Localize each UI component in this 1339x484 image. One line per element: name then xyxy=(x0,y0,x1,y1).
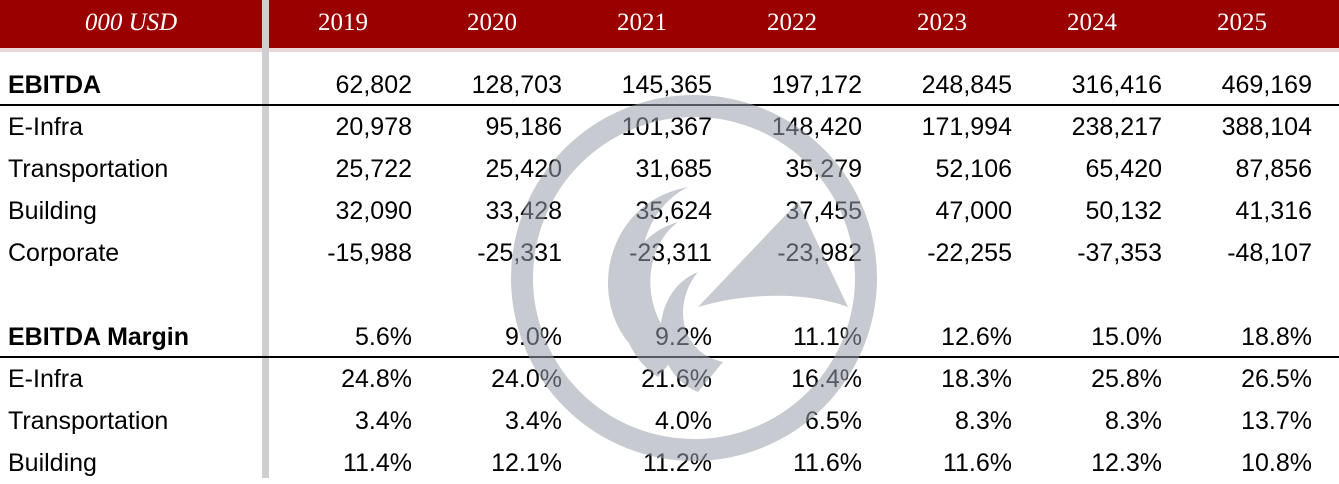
table-cell: 50,132 xyxy=(1085,197,1162,225)
table-cell: -25,331 xyxy=(477,239,562,267)
table-cell: 95,186 xyxy=(485,113,562,141)
table-cell: 11.4% xyxy=(342,449,412,477)
table-cell: 31,685 xyxy=(635,155,712,183)
table-cell: 24.8% xyxy=(341,365,412,393)
table-cell: -23,311 xyxy=(629,239,712,267)
table-cell: -22,255 xyxy=(927,239,1012,267)
table-cell: 5.6% xyxy=(355,323,412,351)
year-header: 2021 xyxy=(617,9,667,36)
table-cell: 8.3% xyxy=(955,407,1012,435)
table-cell: 21.6% xyxy=(641,365,712,393)
table-cell: 25,420 xyxy=(485,155,562,183)
table-cell: 171,994 xyxy=(921,113,1012,141)
table-cell: 24.0% xyxy=(491,365,562,393)
table-cell: 11.1% xyxy=(792,323,862,351)
table-cell: 37,455 xyxy=(785,197,862,225)
table-cell: 26.5% xyxy=(1241,365,1312,393)
table-row: E-Infra 24.8% 24.0% 21.6% 16.4% 18.3% 25… xyxy=(0,358,1339,400)
table-cell: 10.8% xyxy=(1241,449,1312,477)
table-row: Transportation 25,722 25,420 31,685 35,2… xyxy=(0,148,1339,190)
table-cell: 52,106 xyxy=(935,155,1012,183)
table-cell: 47,000 xyxy=(935,197,1012,225)
table-cell: 148,420 xyxy=(771,113,862,141)
table-cell: 12.6% xyxy=(941,323,1012,351)
row-label: E-Infra xyxy=(8,113,84,141)
table-cell: 197,172 xyxy=(771,71,862,99)
table-cell: 9.2% xyxy=(655,323,712,351)
table-cell: 32,090 xyxy=(335,197,412,225)
row-label: E-Infra xyxy=(8,365,84,393)
row-label: Transportation xyxy=(8,155,169,183)
row-label: Building xyxy=(8,449,97,477)
year-header: 2022 xyxy=(767,9,817,36)
table-cell: -37,353 xyxy=(1077,239,1162,267)
table-cell: 13.7% xyxy=(1241,407,1312,435)
table-cell: 16.4% xyxy=(791,365,862,393)
table-cell: 101,367 xyxy=(621,113,712,141)
table-cell: 15.0% xyxy=(1091,323,1162,351)
row-label: EBITDA xyxy=(8,71,102,99)
table-cell: 3.4% xyxy=(355,407,412,435)
table-cell: 35,279 xyxy=(785,155,862,183)
table-cell: 9.0% xyxy=(505,323,562,351)
table-cell: 33,428 xyxy=(485,197,562,225)
unit-label: 000 USD xyxy=(84,9,178,36)
table-row: Transportation 3.4% 3.4% 4.0% 6.5% 8.3% … xyxy=(0,400,1339,442)
table-cell: 18.8% xyxy=(1241,323,1312,351)
row-label: Building xyxy=(8,197,97,225)
table-row: E-Infra 20,978 95,186 101,367 148,420 17… xyxy=(0,106,1339,148)
table-row: EBITDA Margin 5.6% 9.0% 9.2% 11.1% 12.6%… xyxy=(0,316,1339,358)
table-cell: 145,365 xyxy=(621,71,712,99)
table-cell: 35,624 xyxy=(635,197,712,225)
column-separator xyxy=(262,0,269,478)
table-cell: -23,982 xyxy=(777,239,862,267)
table-cell: 3.4% xyxy=(505,407,562,435)
year-header: 2025 xyxy=(1217,9,1267,36)
year-header: 2023 xyxy=(917,9,967,36)
table-cell: 248,845 xyxy=(921,71,1012,99)
table-row: EBITDA 62,802 128,703 145,365 197,172 24… xyxy=(0,64,1339,106)
table-row: Corporate -15,988 -25,331 -23,311 -23,98… xyxy=(0,232,1339,274)
table-cell: 25.8% xyxy=(1091,365,1162,393)
table-cell: 4.0% xyxy=(655,407,712,435)
table-cell: 6.5% xyxy=(805,407,862,435)
row-label: Transportation xyxy=(8,407,169,435)
table-cell: 469,169 xyxy=(1221,71,1312,99)
table-cell: 25,722 xyxy=(335,155,412,183)
table-header: 000 USD 2019 2020 2021 2022 2023 2024 20… xyxy=(0,0,1339,52)
table-cell: -48,107 xyxy=(1227,239,1312,267)
table-cell: 62,802 xyxy=(335,71,412,99)
year-header: 2024 xyxy=(1067,9,1117,36)
table-cell: 128,703 xyxy=(471,71,562,99)
year-header: 2019 xyxy=(318,9,368,36)
row-label: Corporate xyxy=(8,239,120,267)
table-cell: -15,988 xyxy=(327,239,412,267)
table-cell: 12.3% xyxy=(1091,449,1162,477)
table-cell: 8.3% xyxy=(1105,407,1162,435)
row-label: EBITDA Margin xyxy=(8,323,190,351)
table-cell: 87,856 xyxy=(1235,155,1312,183)
table-cell: 238,217 xyxy=(1071,113,1162,141)
table-cell: 41,316 xyxy=(1235,197,1312,225)
year-header: 2020 xyxy=(467,9,517,36)
table-cell: 388,104 xyxy=(1221,113,1312,141)
table-cell: 20,978 xyxy=(335,113,412,141)
table-cell: 316,416 xyxy=(1071,71,1162,99)
table-cell: 18.3% xyxy=(941,365,1012,393)
table-cell: 11.6% xyxy=(942,449,1012,477)
table-cell: 65,420 xyxy=(1085,155,1162,183)
table-row: Building 32,090 33,428 35,624 37,455 47,… xyxy=(0,190,1339,232)
